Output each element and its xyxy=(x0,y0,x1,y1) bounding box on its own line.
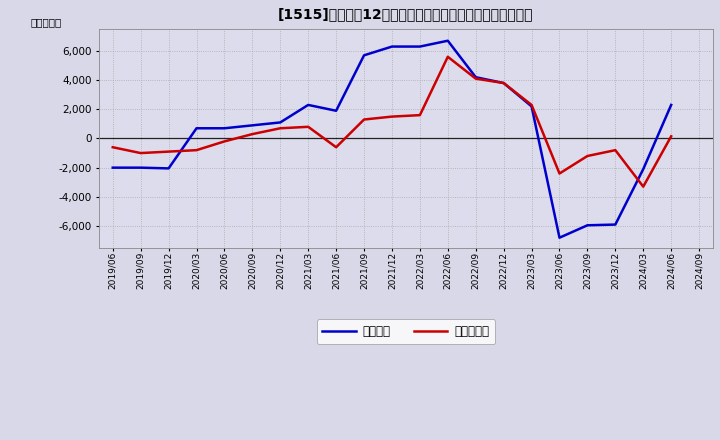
経常利益 xyxy=(611,222,620,227)
当期純利益 xyxy=(415,113,424,118)
Line: 経常利益: 経常利益 xyxy=(113,41,671,238)
Title: [1515]　利益の12か月移動合計の対前年同期増減額の推移: [1515] 利益の12か月移動合計の対前年同期増減額の推移 xyxy=(278,7,534,21)
経常利益 xyxy=(276,120,284,125)
当期純利益 xyxy=(387,114,396,119)
Legend: 経常利益, 当期純利益: 経常利益, 当期純利益 xyxy=(317,319,495,344)
経常利益 xyxy=(500,81,508,86)
経常利益 xyxy=(136,165,145,170)
経常利益 xyxy=(639,166,647,172)
Y-axis label: （百万円）: （百万円） xyxy=(31,17,62,27)
当期純利益 xyxy=(109,145,117,150)
当期純利益 xyxy=(360,117,369,122)
経常利益 xyxy=(667,102,675,107)
経常利益 xyxy=(192,126,201,131)
当期純利益 xyxy=(220,139,229,144)
経常利益 xyxy=(527,104,536,109)
当期純利益 xyxy=(248,132,257,137)
当期純利益 xyxy=(164,149,173,154)
経常利益 xyxy=(248,123,257,128)
当期純利益 xyxy=(472,76,480,81)
経常利益 xyxy=(109,165,117,170)
当期純利益 xyxy=(136,150,145,156)
当期純利益 xyxy=(639,184,647,189)
当期純利益 xyxy=(583,154,592,159)
当期純利益 xyxy=(276,126,284,131)
当期純利益 xyxy=(667,134,675,139)
経常利益 xyxy=(220,126,229,131)
経常利益 xyxy=(164,166,173,171)
経常利益 xyxy=(332,108,341,114)
経常利益 xyxy=(444,38,452,44)
当期純利益 xyxy=(611,147,620,153)
経常利益 xyxy=(304,102,312,107)
Line: 当期純利益: 当期純利益 xyxy=(113,57,671,187)
当期純利益 xyxy=(444,54,452,59)
当期純利益 xyxy=(555,171,564,176)
経常利益 xyxy=(555,235,564,240)
当期純利益 xyxy=(500,81,508,86)
経常利益 xyxy=(583,223,592,228)
当期純利益 xyxy=(332,145,341,150)
経常利益 xyxy=(415,44,424,49)
経常利益 xyxy=(360,53,369,58)
経常利益 xyxy=(472,74,480,80)
当期純利益 xyxy=(304,124,312,129)
当期純利益 xyxy=(527,102,536,107)
経常利益 xyxy=(387,44,396,49)
当期純利益 xyxy=(192,147,201,153)
